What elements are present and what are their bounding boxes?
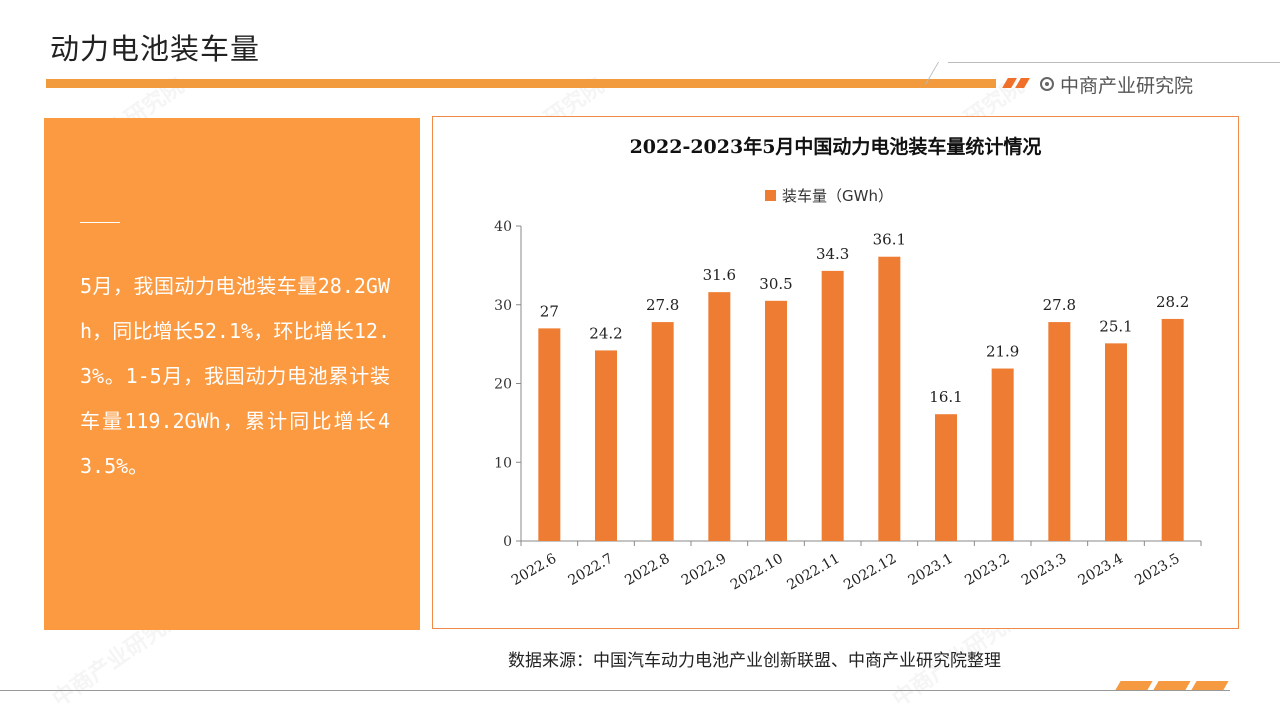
brand-logo-icon [1040, 77, 1054, 91]
bar [538, 328, 561, 541]
x-tick-label: 2022.11 [785, 551, 843, 594]
bar [708, 292, 731, 541]
x-tick-label: 2022.9 [679, 551, 729, 589]
x-tick-label: 2023.5 [1132, 551, 1182, 589]
chart-container: 2022-2023年5月中国动力电池装车量统计情况 装车量（GWh） 0 10 20… [432, 116, 1239, 629]
x-tick-label: 2022.6 [509, 551, 560, 589]
chart-legend: 装车量（GWh） [765, 185, 893, 206]
x-tick-label: 2022.8 [622, 551, 672, 589]
bar [821, 270, 844, 541]
chart-title: 2022-2023年5月中国动力电池装车量统计情况 [629, 136, 1042, 158]
footer-rule [0, 690, 1230, 691]
y-tick-label: 30 [494, 298, 512, 314]
summary-text: 5月，我国动力电池装车量28.2GWh，同比增长52.1%，环比增长12.3%。… [80, 274, 390, 478]
header-stripe [1015, 78, 1030, 88]
summary-panel: 5月，我国动力电池装车量28.2GWh，同比增长52.1%，环比增长12.3%。… [44, 118, 420, 630]
bar [651, 322, 674, 541]
header-accent-bar [46, 79, 996, 88]
data-label: 27.8 [646, 296, 679, 314]
data-label: 25.1 [1099, 317, 1132, 335]
y-tick-label: 0 [503, 534, 512, 550]
bar [878, 256, 901, 541]
bar [1105, 343, 1127, 541]
data-label: 24.2 [589, 324, 622, 342]
bar [1048, 322, 1071, 541]
bar-chart: 0 10 20 30 40 27 2022.6 24.2 2022.7 27.8 2022.8 31.… [494, 219, 1202, 594]
data-label: 34.3 [816, 245, 849, 263]
data-source: 数据来源：中国汽车动力电池产业创新联盟、中商产业研究院整理 [508, 651, 1001, 671]
x-tick-label: 2022.7 [566, 551, 616, 589]
x-tick-label: 2022.10 [728, 551, 786, 594]
bar [595, 350, 617, 541]
x-tick-label: 2023.2 [962, 551, 1012, 589]
page-title: 动力电池装车量 [50, 32, 261, 66]
footer-stripe [1153, 681, 1191, 690]
brand: 中商产业研究院 [1040, 72, 1194, 97]
data-label: 16.1 [929, 388, 962, 406]
data-label: 28.2 [1156, 293, 1189, 311]
data-label: 27.8 [1043, 296, 1076, 314]
x-tick-label: 2023.3 [1019, 551, 1069, 589]
brand-name: 中商产业研究院 [1060, 74, 1194, 97]
data-label: 27 [540, 302, 559, 320]
data-label: 36.1 [873, 231, 906, 249]
bar [935, 414, 957, 541]
data-label: 21.9 [986, 343, 1019, 361]
bar [991, 368, 1014, 541]
header-rule [948, 62, 1280, 63]
y-tick-label: 40 [494, 219, 512, 235]
legend-swatch [765, 190, 776, 201]
legend-label: 装车量（GWh） [782, 187, 893, 205]
bar [1161, 318, 1184, 541]
data-label: 30.5 [759, 275, 792, 293]
x-tick-label: 2022.12 [841, 551, 899, 594]
bar [765, 300, 787, 541]
x-tick-label: 2023.4 [1076, 551, 1127, 589]
data-label: 31.6 [703, 266, 736, 284]
panel-divider [80, 222, 120, 223]
x-tick-label: 2023.1 [906, 551, 956, 589]
y-tick-label: 20 [494, 377, 512, 393]
footer-stripe [1191, 681, 1229, 690]
y-tick-label: 10 [494, 455, 512, 471]
footer-stripe [1115, 681, 1153, 690]
